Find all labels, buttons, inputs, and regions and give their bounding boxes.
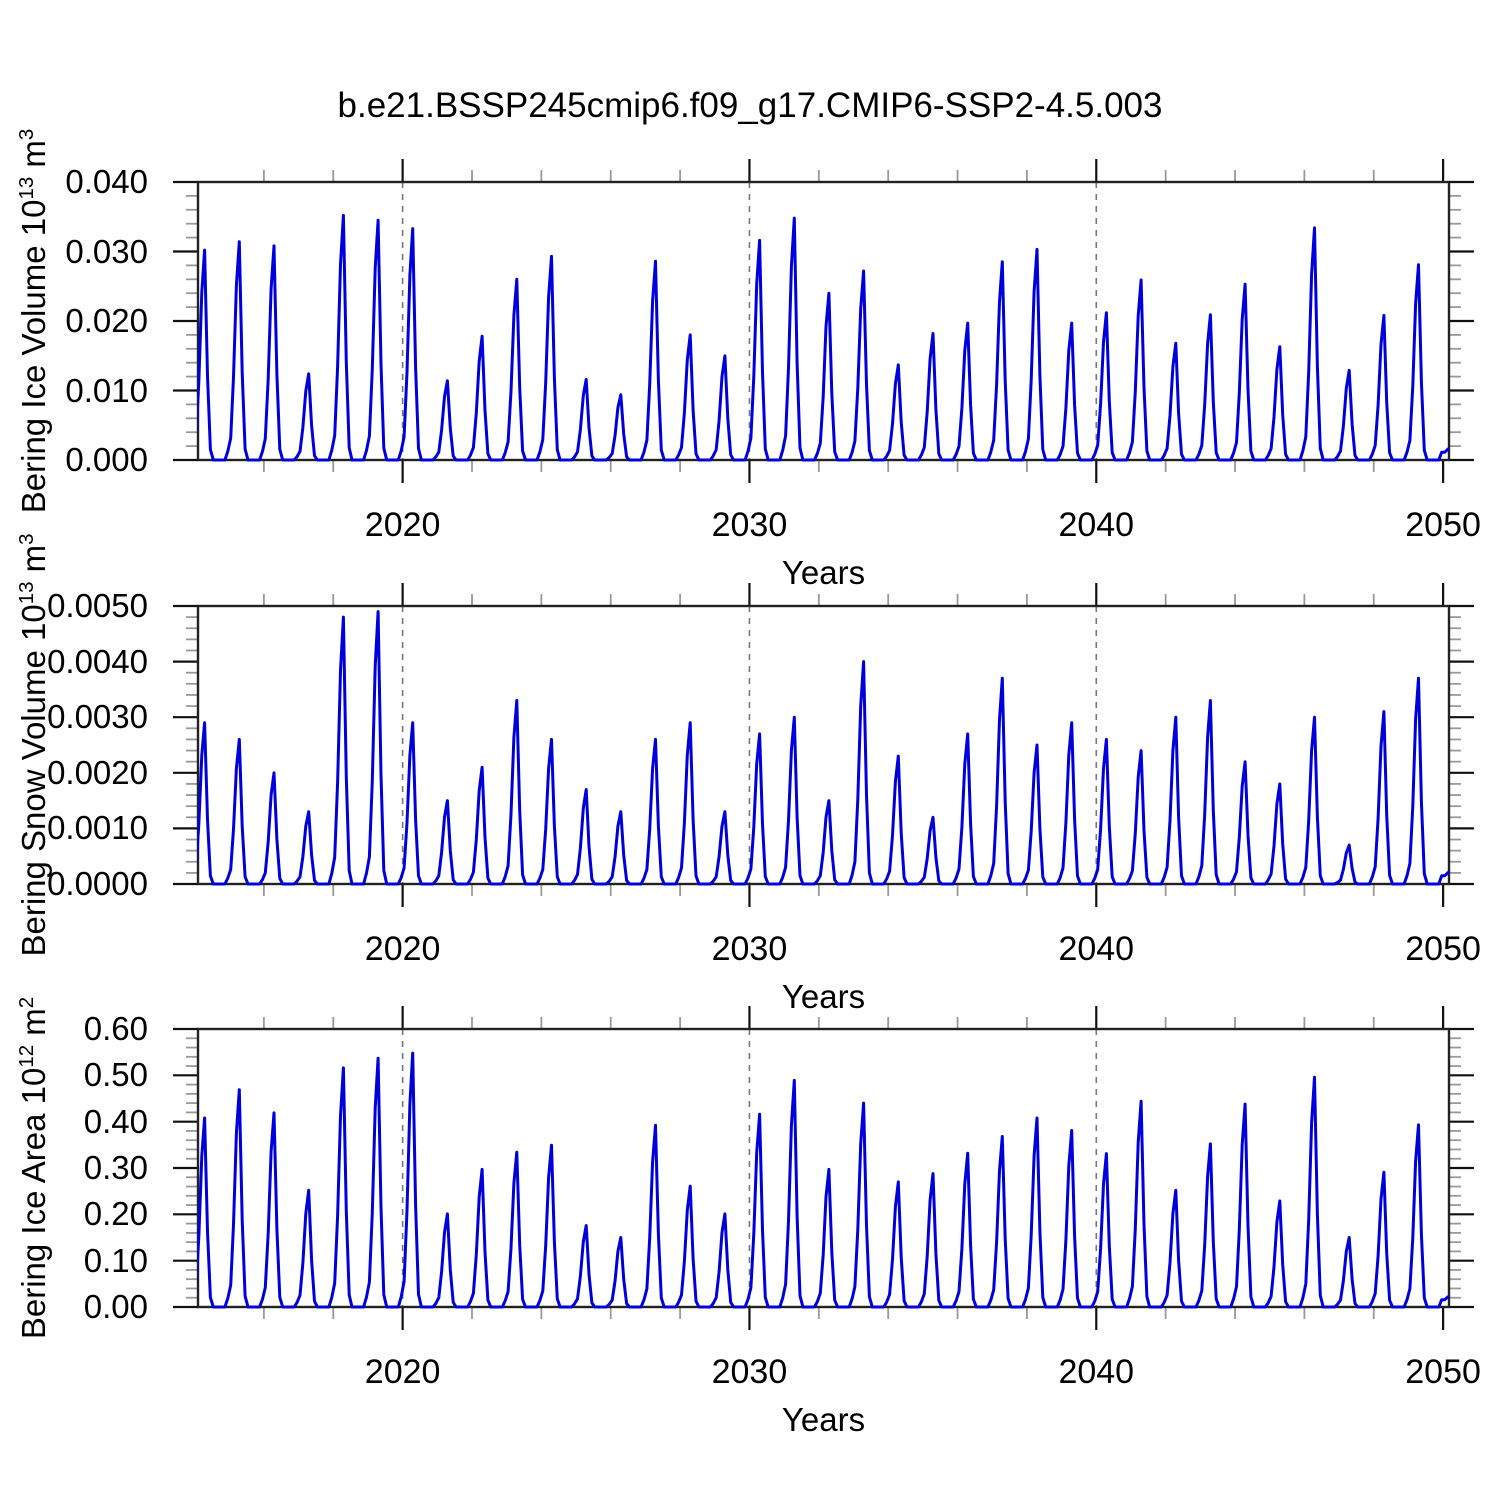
x-tick-label: 2040	[1058, 930, 1135, 968]
ice-volume-plot-area	[173, 159, 1474, 483]
x-tick-label: 2020	[364, 506, 441, 544]
y-axis-title-unit-exponent: 3	[15, 128, 38, 141]
y-tick-label: 0.60	[83, 1010, 148, 1047]
x-tick-label: 2030	[711, 1353, 788, 1391]
x-tick-label: 2030	[711, 930, 788, 968]
y-tick-label: 0.50	[83, 1056, 148, 1094]
y-tick-label: 0.20	[83, 1195, 148, 1233]
y-axis-title-unit-exponent: 2	[15, 996, 38, 1009]
y-tick-label: 0.0030	[47, 698, 148, 736]
x-tick-label: 2040	[1058, 506, 1135, 544]
axis-box	[196, 180, 1451, 462]
y-tick-label: 0.020	[65, 302, 148, 339]
x-tick-label: 2050	[1405, 930, 1481, 968]
y-tick-label: 0.0020	[47, 753, 148, 791]
x-tick-label: 2030	[711, 506, 788, 544]
data-line-bering-ice-area	[197, 1051, 1450, 1309]
x-axis-title: Years	[781, 978, 866, 1015]
axis-box	[196, 604, 1451, 886]
snow-volume-plot-area	[173, 583, 1474, 907]
x-axis-title: Years	[781, 1401, 866, 1438]
y-tick-label: 0.000	[65, 441, 148, 478]
y-tick-label: 0.010	[65, 371, 148, 409]
y-tick-label: 0.0050	[47, 587, 148, 624]
figure-title: b.e21.BSSP245cmip6.f09_g17.CMIP6-SSP2-4.…	[337, 86, 1163, 125]
chart-svg	[173, 159, 1474, 483]
x-axis-title: Years	[781, 554, 866, 591]
ice-area-panel: Bering Ice Area 1012 m2 Years 0.00 0.10 0.…	[15, 997, 1481, 1438]
y-tick-label: 0.00	[83, 1288, 148, 1325]
y-tick-label: 0.030	[65, 232, 148, 270]
chart-svg	[173, 583, 1474, 907]
y-tick-label: 0.30	[83, 1149, 148, 1186]
y-axis-title-unit-exponent: 3	[15, 533, 38, 545]
ice-area-plot-area	[173, 1006, 1474, 1330]
y-tick-label: 0.040	[65, 163, 148, 200]
ice-volume-panel: Bering Ice Volume 1013 m3 Years 0.000 0.0…	[15, 129, 1481, 591]
data-line-bering-ice-volume	[197, 213, 1450, 462]
axis-box	[196, 1027, 1451, 1309]
x-tick-label: 2050	[1405, 1353, 1481, 1391]
x-tick-label: 2020	[364, 930, 441, 968]
y-tick-label: 0.0010	[47, 809, 148, 847]
y-tick-label: 0.10	[83, 1241, 148, 1279]
x-tick-label: 2050	[1405, 506, 1481, 544]
x-tick-label: 2040	[1058, 1353, 1135, 1391]
y-tick-label: 0.40	[83, 1102, 148, 1140]
y-axis-title-unit: m	[15, 544, 52, 582]
data-line-bering-snow-volume	[197, 610, 1450, 886]
y-tick-label: 0.0040	[47, 642, 148, 680]
x-tick-label: 2020	[364, 1353, 441, 1391]
y-tick-label: 0.0000	[47, 865, 148, 902]
chart-svg	[173, 1006, 1474, 1330]
snow-volume-panel: Bering Snow Volume 1013 m3 Years 0.0000 0…	[15, 533, 1481, 1015]
